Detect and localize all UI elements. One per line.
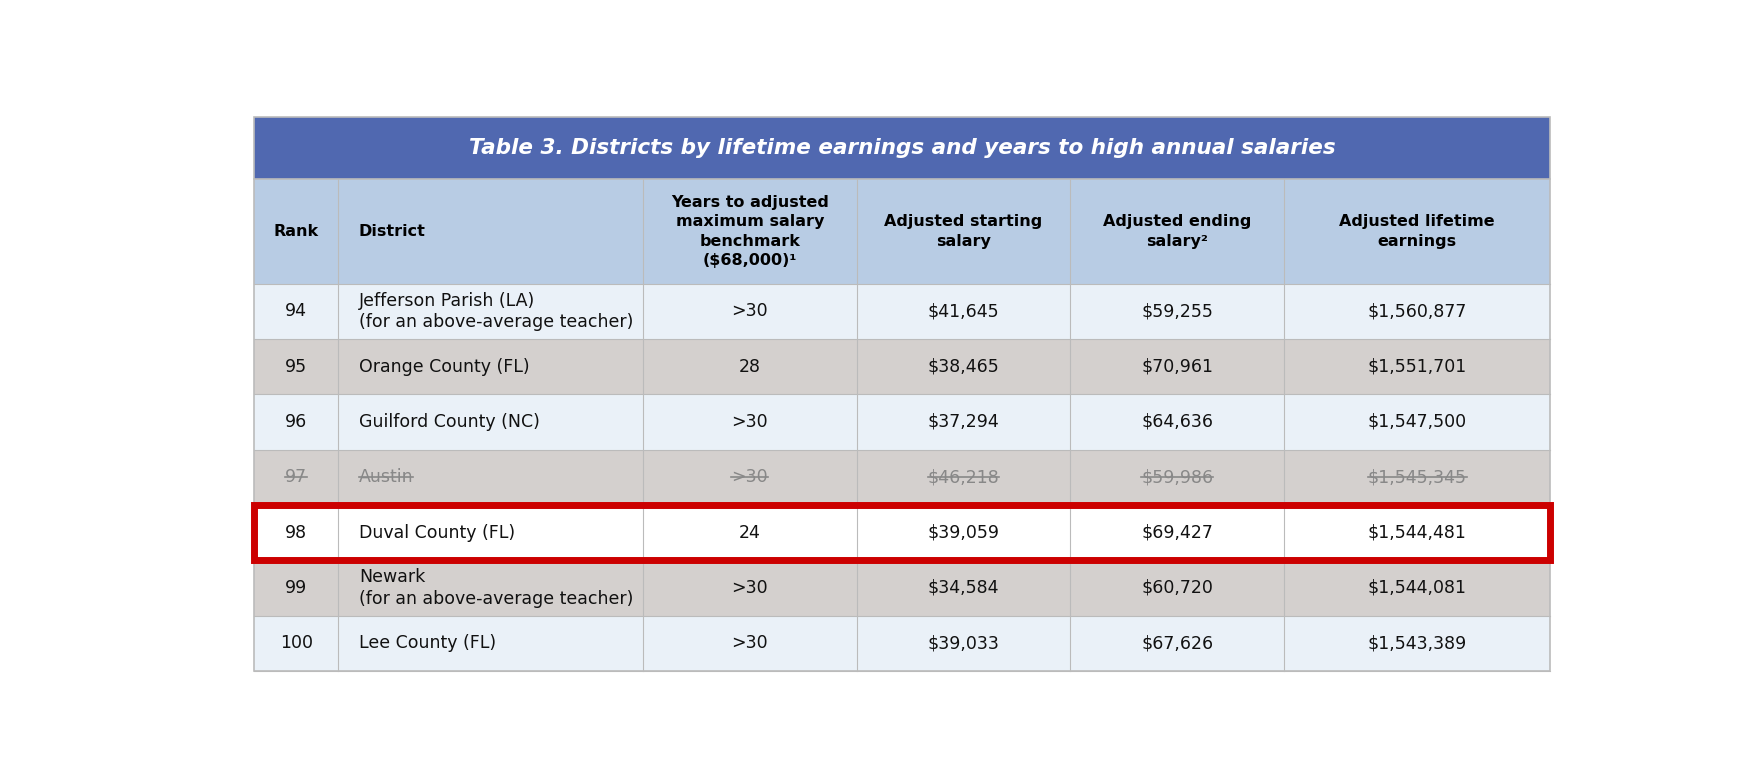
Text: 99: 99	[285, 579, 308, 597]
Text: 98: 98	[285, 524, 308, 542]
Bar	[253, 117, 1551, 180]
Text: 96: 96	[285, 413, 308, 431]
Text: District: District	[359, 224, 426, 239]
Text: Rank: Rank	[273, 224, 319, 239]
Text: $64,636: $64,636	[1140, 413, 1213, 431]
Text: $1,560,877: $1,560,877	[1368, 303, 1466, 320]
Text: Austin: Austin	[359, 468, 414, 486]
Text: $39,033: $39,033	[928, 635, 1000, 652]
Bar	[253, 339, 1551, 394]
Bar	[253, 180, 1551, 283]
Text: Orange County (FL): Orange County (FL)	[359, 358, 530, 375]
Text: Table 3. Districts by lifetime earnings and years to high annual salaries: Table 3. Districts by lifetime earnings …	[468, 138, 1336, 158]
Text: $1,545,345: $1,545,345	[1368, 468, 1466, 486]
Bar	[253, 283, 1551, 339]
Text: $1,544,481: $1,544,481	[1368, 524, 1466, 542]
Text: >30: >30	[732, 303, 767, 320]
Text: Guilford County (NC): Guilford County (NC)	[359, 413, 540, 431]
Text: $1,551,701: $1,551,701	[1368, 358, 1466, 375]
Text: Jefferson Parish (LA)
(for an above-average teacher): Jefferson Parish (LA) (for an above-aver…	[359, 292, 634, 331]
Bar	[253, 615, 1551, 671]
Text: 24: 24	[739, 524, 760, 542]
Bar	[253, 505, 1551, 560]
Text: $41,645: $41,645	[928, 303, 1000, 320]
Text: 94: 94	[285, 303, 308, 320]
Text: Adjusted lifetime
earnings: Adjusted lifetime earnings	[1339, 214, 1494, 248]
Bar	[253, 450, 1551, 505]
Text: 95: 95	[285, 358, 308, 375]
Text: >30: >30	[732, 579, 767, 597]
Text: 28: 28	[739, 358, 760, 375]
Text: $60,720: $60,720	[1142, 579, 1213, 597]
Text: $69,427: $69,427	[1142, 524, 1213, 542]
Text: $39,059: $39,059	[928, 524, 1000, 542]
Bar	[253, 505, 1551, 560]
Text: >30: >30	[732, 635, 767, 652]
Text: >30: >30	[732, 468, 767, 486]
Text: >30: >30	[732, 413, 767, 431]
Text: Newark
(for an above-average teacher): Newark (for an above-average teacher)	[359, 568, 634, 608]
Text: $34,584: $34,584	[928, 579, 1000, 597]
Text: $59,255: $59,255	[1142, 303, 1213, 320]
Text: Years to adjusted
maximum salary
benchmark
($68,000)¹: Years to adjusted maximum salary benchma…	[671, 195, 829, 268]
Bar	[253, 560, 1551, 615]
Text: $1,544,081: $1,544,081	[1368, 579, 1466, 597]
Text: $1,547,500: $1,547,500	[1368, 413, 1466, 431]
Text: $46,218: $46,218	[928, 468, 1000, 486]
Text: $70,961: $70,961	[1140, 358, 1213, 375]
Text: Adjusted ending
salary²: Adjusted ending salary²	[1104, 214, 1251, 248]
Text: 97: 97	[285, 468, 308, 486]
Bar	[253, 394, 1551, 450]
Text: Lee County (FL): Lee County (FL)	[359, 635, 496, 652]
Text: Adjusted starting
salary: Adjusted starting salary	[885, 214, 1042, 248]
Text: $37,294: $37,294	[928, 413, 1000, 431]
Text: 100: 100	[280, 635, 313, 652]
Text: $38,465: $38,465	[928, 358, 1000, 375]
Text: $67,626: $67,626	[1140, 635, 1213, 652]
Text: $1,543,389: $1,543,389	[1368, 635, 1466, 652]
Text: $59,986: $59,986	[1140, 468, 1213, 486]
Text: Duval County (FL): Duval County (FL)	[359, 524, 516, 542]
